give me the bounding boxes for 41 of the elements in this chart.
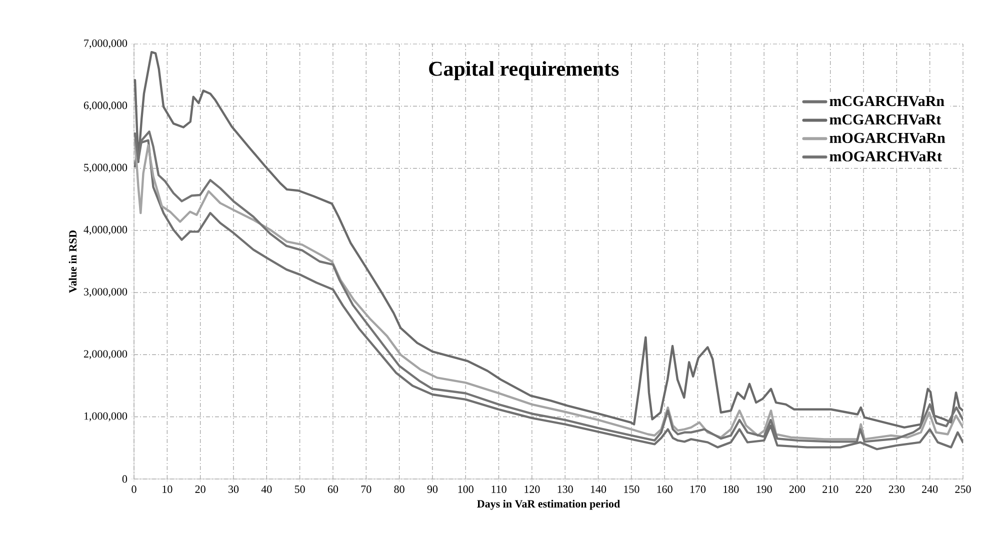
x-tick-label: 190 xyxy=(756,486,772,493)
legend-label: mCGARCHVaRn xyxy=(830,96,944,106)
legend-label: mOGARCHVaRt xyxy=(830,151,942,162)
x-tick-label: 110 xyxy=(492,486,506,493)
x-tick-label: 60 xyxy=(328,486,338,493)
y-tick-label: 6,000,000 xyxy=(84,102,128,111)
x-tick-label: 160 xyxy=(657,486,672,493)
y-axis-title: Value in RSD xyxy=(68,230,77,293)
x-axis-title: Days in VaR estimation period xyxy=(477,500,620,510)
x-tick-label: 180 xyxy=(724,486,739,493)
y-tick-label: 2,000,000 xyxy=(84,350,128,360)
x-tick-label: 140 xyxy=(590,486,606,493)
x-tick-label: 250 xyxy=(955,486,971,493)
x-tick-label: 0 xyxy=(132,486,136,493)
x-tick-label: 240 xyxy=(922,486,938,493)
x-tick-label: 150 xyxy=(624,486,640,493)
y-tick-label: 1,000,000 xyxy=(84,412,128,422)
x-tick-label: 70 xyxy=(361,486,372,493)
x-tick-label: 100 xyxy=(458,486,474,493)
y-tick-label: 3,000,000 xyxy=(84,288,128,298)
y-tick-label: 0 xyxy=(122,475,128,483)
y-tick-label: 5,000,000 xyxy=(84,164,128,173)
x-tick-label: 90 xyxy=(427,486,438,493)
x-tick-label: 30 xyxy=(228,486,239,493)
x-tick-label: 80 xyxy=(394,486,404,493)
x-tick-label: 50 xyxy=(294,486,305,493)
x-tick-label: 210 xyxy=(822,486,838,493)
x-tick-label: 120 xyxy=(524,486,540,493)
x-tick-label: 170 xyxy=(690,486,706,493)
x-tick-label: 10 xyxy=(162,486,172,493)
x-tick-label: 230 xyxy=(888,486,905,493)
x-tick-label: 40 xyxy=(261,486,272,493)
y-tick-label: 7,000,000 xyxy=(84,40,128,49)
x-tick-label: 220 xyxy=(856,486,872,493)
x-tick-label: 200 xyxy=(789,486,806,493)
y-tick-label: 4,000,000 xyxy=(84,226,128,235)
legend-label: mCGARCHVaRt xyxy=(830,114,942,125)
x-tick-label: 130 xyxy=(558,486,573,493)
x-tick-label: 20 xyxy=(195,486,206,493)
text: Capital requirements xyxy=(429,61,619,80)
legend-label: mOGARCHVaRn xyxy=(830,132,946,144)
